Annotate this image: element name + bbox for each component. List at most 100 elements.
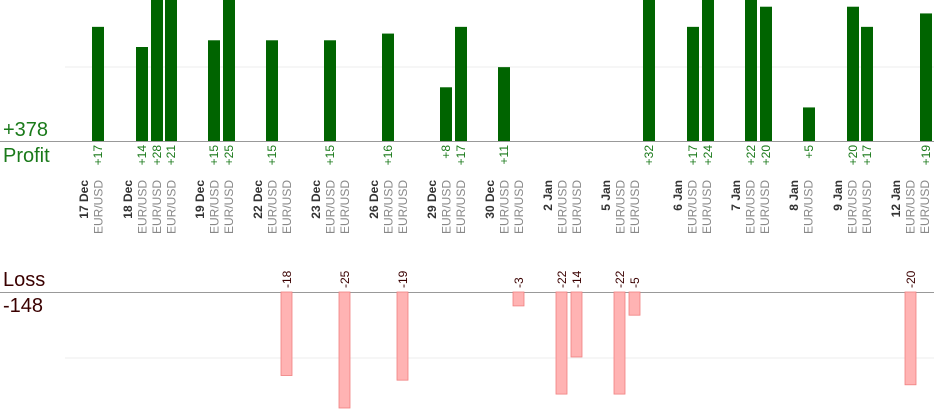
date-label: 7 Jan <box>729 180 743 211</box>
date-label: 22 Dec <box>251 180 265 219</box>
symbol-label: EUR/USD <box>208 180 222 234</box>
symbol-label: EUR/USD <box>150 180 164 234</box>
symbol-label: EUR/USD <box>860 180 874 234</box>
symbol-label: EUR/USD <box>758 180 772 234</box>
profit-bar <box>151 0 163 141</box>
profit-label: Profit <box>3 145 50 167</box>
date-label: 19 Dec <box>193 180 207 219</box>
profit-bar <box>687 26 699 141</box>
loss-bar <box>338 291 351 409</box>
date-label: 9 Jan <box>831 180 845 211</box>
profit-bar <box>498 67 510 141</box>
date-label: 5 Jan <box>599 180 613 211</box>
loss-bar <box>555 291 568 395</box>
gridlines <box>0 66 934 359</box>
bar-value-label: -5 <box>628 277 642 288</box>
loss-label: Loss <box>3 269 46 291</box>
profit-bar <box>440 87 452 141</box>
bar-value-label: +17 <box>454 145 468 166</box>
profit-bar <box>643 0 655 141</box>
loss-bars <box>280 291 917 409</box>
bar-value-label: -22 <box>613 270 627 288</box>
bar-value-label: +32 <box>642 145 656 166</box>
loss-bar <box>613 291 626 395</box>
profit-bar <box>455 26 467 141</box>
profit-bar <box>745 0 757 141</box>
loss-total: -148 <box>3 295 44 317</box>
bar-value-label: -3 <box>512 277 526 288</box>
bar-value-label: -18 <box>280 270 294 288</box>
date-label: 12 Jan <box>889 180 903 217</box>
profit-bar <box>208 40 220 141</box>
loss-bar <box>570 291 583 358</box>
bar-value-label: +20 <box>846 145 860 166</box>
symbol-label: EUR/USD <box>918 180 932 234</box>
date-label: 2 Jan <box>541 180 555 211</box>
date-labels: 17 Dec EUR/USD 18 Dec EUR/USD EUR/USD EUR/USD… <box>77 180 932 234</box>
profit-bar <box>847 6 859 142</box>
symbol-label: EUR/USD <box>338 180 352 234</box>
bar-value-label: -19 <box>396 270 410 288</box>
profit-bar <box>702 0 714 141</box>
date-label: 30 Dec <box>483 180 497 219</box>
loss-bar <box>512 291 525 307</box>
bar-value-label: +15 <box>323 145 337 166</box>
bar-value-label: +28 <box>150 145 164 166</box>
bar-value-label: +24 <box>701 145 715 166</box>
date-label: 29 Dec <box>425 180 439 219</box>
profit-bar <box>223 0 235 141</box>
profit-bar <box>803 107 815 141</box>
loss-bar <box>904 291 917 386</box>
symbol-label: EUR/USD <box>700 180 714 234</box>
bar-value-label: +5 <box>802 145 816 159</box>
bar-value-label: -20 <box>904 270 918 288</box>
date-label: 26 Dec <box>367 180 381 219</box>
bar-value-label: +15 <box>207 145 221 166</box>
date-label: 6 Jan <box>671 180 685 211</box>
symbol-label: EUR/USD <box>498 180 512 234</box>
profit-bar <box>136 47 148 141</box>
date-label: 8 Jan <box>787 180 801 211</box>
bar-value-label: +20 <box>759 145 773 166</box>
symbol-label: EUR/USD <box>846 180 860 234</box>
value-labels: +17 +14 +28 +21 +15 +25 +15-18+15-25+16-19+8 +1… <box>91 145 933 288</box>
symbol-label: EUR/USD <box>324 180 338 234</box>
bar-value-label: +8 <box>439 145 453 159</box>
symbol-label: EUR/USD <box>280 180 294 234</box>
bar-value-label: +17 <box>686 145 700 166</box>
bar-value-label: +16 <box>381 145 395 166</box>
symbol-label: EUR/USD <box>454 180 468 234</box>
symbol-label: EUR/USD <box>570 180 584 234</box>
symbol-label: EUR/USD <box>266 180 280 234</box>
loss-bar <box>628 291 641 316</box>
loss-bar <box>396 291 409 381</box>
profit-bar <box>266 40 278 141</box>
symbol-label: EUR/USD <box>396 180 410 234</box>
symbol-label: EUR/USD <box>744 180 758 234</box>
symbol-label: EUR/USD <box>802 180 816 234</box>
date-label: 18 Dec <box>121 180 135 219</box>
bar-value-label: -22 <box>555 270 569 288</box>
profit-total: +378 <box>3 119 49 141</box>
profit-bars <box>92 0 932 142</box>
bar-value-label: +21 <box>164 145 178 166</box>
bar-value-label: +14 <box>135 145 149 166</box>
symbol-label: EUR/USD <box>440 180 454 234</box>
symbol-label: EUR/USD <box>92 180 106 234</box>
date-label: 17 Dec <box>77 180 91 219</box>
bar-value-label: +19 <box>919 145 933 166</box>
profit-bar <box>165 0 177 141</box>
symbol-label: EUR/USD <box>686 180 700 234</box>
profit-bar <box>861 26 873 141</box>
profit-bar <box>760 6 772 142</box>
symbol-label: EUR/USD <box>165 180 179 234</box>
bar-value-label: +25 <box>222 145 236 166</box>
symbol-label: EUR/USD <box>556 180 570 234</box>
bar-value-label: +11 <box>497 145 511 165</box>
bar-value-label: -25 <box>338 270 352 288</box>
symbol-label: EUR/USD <box>904 180 918 234</box>
symbol-label: EUR/USD <box>512 180 526 234</box>
profit-bar <box>92 26 104 141</box>
profit-bar <box>382 33 394 142</box>
